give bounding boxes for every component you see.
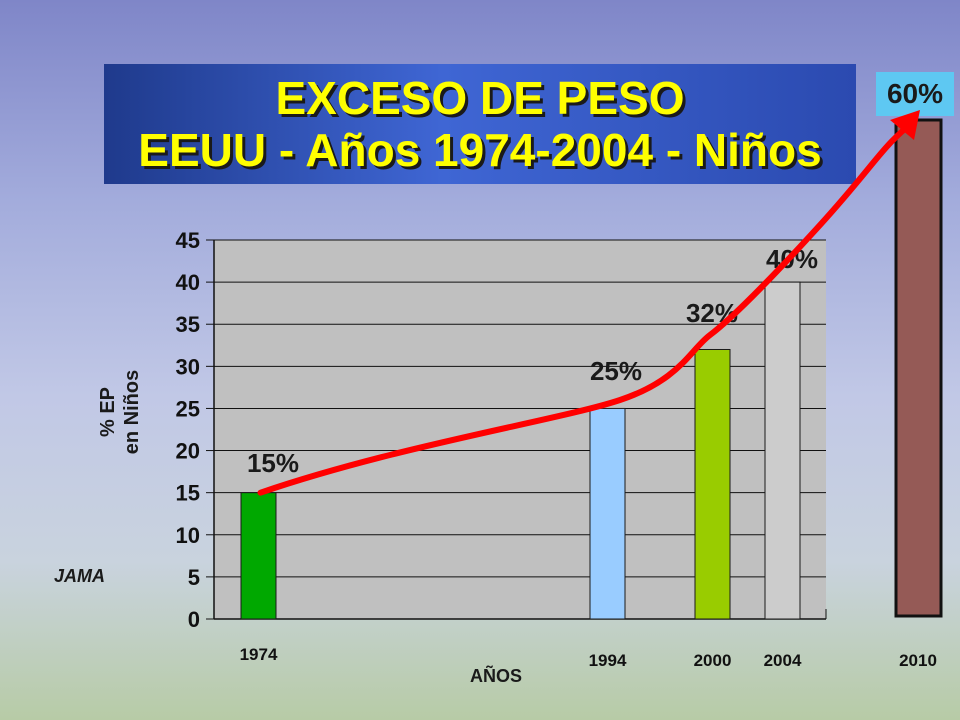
x-tick-label-2000: 2000: [694, 651, 732, 670]
y-tick-label: 10: [176, 523, 200, 548]
title-banner: EXCESO DE PESO EEUU - Años 1974-2004 - N…: [104, 64, 856, 184]
data-label-2000: 32%: [686, 298, 738, 328]
x-tick-label-2004: 2004: [764, 651, 802, 670]
data-label-1994: 25%: [590, 356, 642, 386]
x-tick-label-1974: 1974: [240, 645, 278, 664]
bar-1974: [240, 492, 277, 620]
bar-projection-2010: [894, 118, 943, 618]
trend-arrow-line: [257, 125, 909, 496]
bar-1994: [589, 407, 626, 620]
x-axis-label: AÑOS: [469, 666, 523, 686]
y-tick-label: 5: [188, 565, 200, 590]
bar-2004: [764, 281, 801, 620]
y-tick-label: 35: [176, 312, 200, 337]
title-line-1: EXCESO DE PESO: [275, 72, 685, 124]
y-tick-label: 30: [176, 354, 200, 379]
title-line-2: EEUU - Años 1974-2004 - Niños: [138, 124, 822, 176]
y-tick-label: 15: [176, 481, 200, 506]
y-tick-label: 0: [188, 607, 200, 632]
plot-area: [214, 240, 826, 619]
y-tick-label: 45: [176, 228, 200, 253]
trend-arrow-head: [890, 110, 920, 140]
x-tick-label-2010: 2010: [899, 651, 937, 670]
data-label-1974: 15%: [247, 448, 299, 478]
x-tick-label-1994: 1994: [589, 651, 627, 670]
bar-2000: [694, 348, 731, 620]
y-tick-label: 20: [176, 439, 200, 464]
source-note: JAMA: [54, 566, 106, 586]
y-tick-label: 25: [176, 396, 200, 421]
projection-badge: 60%: [876, 72, 954, 116]
y-tick-label: 40: [176, 270, 200, 295]
